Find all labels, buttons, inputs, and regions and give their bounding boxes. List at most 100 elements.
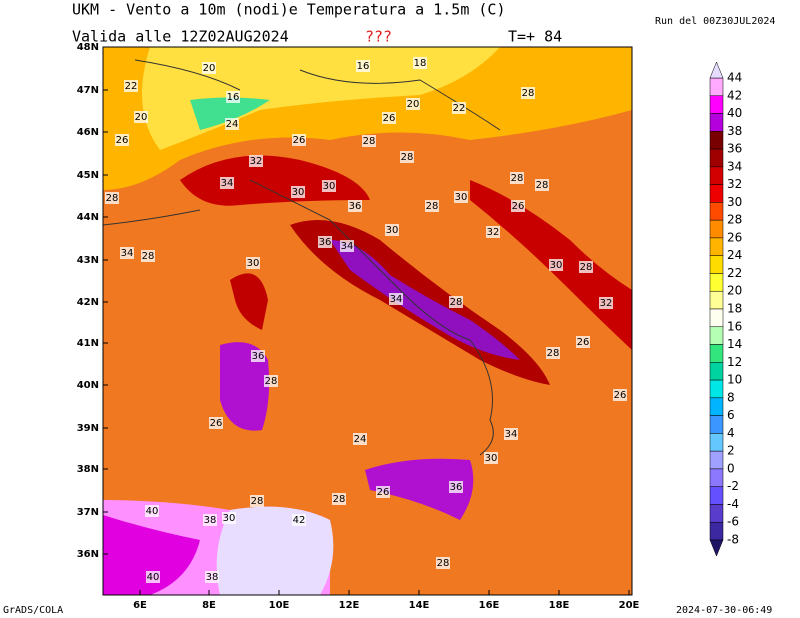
colorbar-label: 32 [727, 177, 742, 191]
lon-label: 20E [619, 600, 640, 611]
colorbar-bin [709, 202, 724, 221]
contour-label: 26 [293, 135, 306, 146]
map-field [103, 47, 632, 595]
contour-label-box [340, 240, 354, 252]
contour-label-box [382, 112, 396, 124]
lat-label: 44N [77, 212, 99, 223]
contour-label: 22 [125, 81, 138, 92]
contour-label-box [510, 172, 524, 184]
contour-label-box [449, 481, 463, 493]
run-time: Run del 00Z30JUL2024 [655, 16, 775, 27]
contour-label: 30 [386, 225, 399, 236]
alps [142, 47, 500, 150]
colorbar-bin [709, 326, 724, 345]
colorbar-bin [709, 362, 724, 381]
lat-label: 39N [77, 423, 99, 434]
contour-label: 28 [106, 193, 119, 204]
contour-label: 26 [383, 113, 396, 124]
contour-label: 20 [203, 63, 216, 74]
colorbar-bin [709, 95, 724, 114]
contour-label-box [141, 250, 155, 262]
contour-label: 28 [511, 173, 524, 184]
colorbar-bin [709, 486, 724, 505]
colorbar-label: 6 [727, 408, 735, 422]
contour-label-box [599, 297, 613, 309]
contour-label-box [486, 226, 500, 238]
contour-label: 38 [206, 572, 219, 583]
alps-cold [190, 97, 270, 130]
contour-label-box [205, 571, 219, 583]
colorbar-label: 4 [727, 426, 735, 440]
colorbar-label: 30 [727, 195, 742, 209]
contour-label-box [362, 135, 376, 147]
contour-label: 32 [600, 298, 613, 309]
contour-label-box [549, 259, 563, 271]
contour-label: 30 [323, 181, 336, 192]
contour-label-box [146, 571, 160, 583]
contour-label-box [203, 514, 217, 526]
contour-label-box [546, 347, 560, 359]
colorbar-label: 0 [727, 461, 735, 475]
africa-hottest [216, 506, 334, 595]
map-frame [102, 46, 633, 596]
contour-label-box [124, 80, 138, 92]
contour-label: 26 [116, 135, 129, 146]
contour-label-box [449, 296, 463, 308]
lon-label: 8E [202, 600, 216, 611]
contour-label-box [452, 102, 466, 114]
contour-label: 16 [357, 61, 370, 72]
contour-label: 32 [487, 227, 500, 238]
contour-label-box [484, 452, 498, 464]
colorbar-bin [709, 273, 724, 292]
lat-label: 46N [77, 127, 99, 138]
contour-label: 20 [407, 99, 420, 110]
contour-label-box [202, 62, 216, 74]
forecast-step: T=+ 84 [508, 28, 562, 46]
colorbar-label: -2 [727, 479, 739, 493]
lat-label: 45N [77, 170, 99, 181]
contour-label-box [105, 192, 119, 204]
colorbar-bin [709, 433, 724, 452]
colorbar-label: 2 [727, 444, 735, 458]
lat-label: 37N [77, 507, 99, 518]
coastline [103, 59, 501, 456]
contour-label: 26 [512, 201, 525, 212]
colorbar-bin [709, 344, 724, 363]
lon-label: 12E [339, 600, 360, 611]
contour-label-box [292, 134, 306, 146]
colorbar-label: -8 [727, 533, 739, 547]
contour-label: 36 [450, 482, 463, 493]
contour-label-box [400, 151, 414, 163]
contour-label-box [264, 375, 278, 387]
contour-label-box [413, 57, 427, 69]
colorbar-bin [709, 468, 724, 487]
contour-label-box [348, 200, 362, 212]
contour-label: 26 [210, 418, 223, 429]
contour-label-box [535, 179, 549, 191]
contour-label: 42 [293, 515, 306, 526]
contour-label: 30 [455, 192, 468, 203]
contour-label-box [322, 180, 336, 192]
colorbar-bin [709, 113, 724, 132]
lon-label: 6E [133, 600, 147, 611]
contour-label: 36 [319, 237, 332, 248]
contour-label: 28 [333, 494, 346, 505]
lat-label: 43N [77, 255, 99, 266]
contour-label: 26 [577, 337, 590, 348]
contour-label-box [209, 417, 223, 429]
contour-label: 28 [580, 262, 593, 273]
colorbar-bin [709, 166, 724, 185]
contour-label-box [332, 493, 346, 505]
contour-label: 28 [401, 152, 414, 163]
colorbar-label: 38 [727, 124, 742, 138]
contour-label: 22 [453, 103, 466, 114]
lon-label: 16E [479, 600, 500, 611]
lat-label: 40N [77, 380, 99, 391]
colorbar-label: 44 [727, 71, 742, 85]
colorbar-bin [709, 219, 724, 239]
contour-label: 26 [614, 390, 627, 401]
colorbar-bin [709, 308, 724, 328]
colorbar-bin [709, 450, 724, 470]
colorbar-label: 16 [727, 319, 742, 333]
